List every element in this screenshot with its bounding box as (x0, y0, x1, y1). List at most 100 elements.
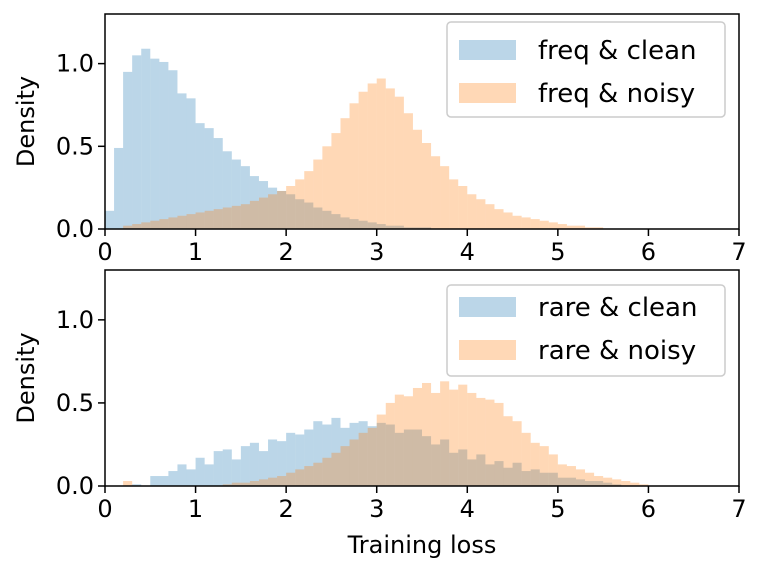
histogram-bar (249, 176, 259, 229)
histogram-bar (494, 209, 504, 229)
histogram-bar (177, 93, 187, 229)
histogram-bar (168, 471, 178, 486)
histogram-bar (222, 207, 232, 229)
histogram-bar (295, 469, 305, 486)
top-y-axis-label: Density (12, 76, 40, 167)
histogram-bar (286, 194, 296, 229)
histogram-bar (539, 446, 549, 486)
histogram-bar (530, 442, 540, 486)
histogram-bar (476, 454, 486, 486)
histogram-bar (123, 481, 133, 486)
histogram-bar (304, 429, 314, 486)
histogram-bar (240, 482, 250, 486)
histogram-bar (521, 471, 531, 486)
histogram-bar (258, 479, 269, 486)
histogram-bar (630, 482, 640, 486)
histogram-bar (431, 444, 441, 486)
histogram-bar (575, 479, 586, 486)
histogram-bar (141, 48, 151, 230)
histogram-bar (557, 477, 567, 486)
histogram-bar (603, 477, 613, 486)
histogram-bar (277, 476, 287, 486)
histogram-bar (222, 484, 232, 486)
histogram-bar (612, 479, 622, 486)
histogram-bar (213, 451, 223, 486)
histogram-bar (512, 215, 522, 229)
histogram-bar (385, 88, 395, 229)
histogram-bar (213, 209, 223, 229)
histogram-bar (150, 58, 160, 230)
histogram-bar (204, 128, 214, 229)
bottom-bars (123, 381, 649, 486)
histogram-bar (449, 179, 459, 229)
histogram-bar (566, 225, 576, 229)
histogram-bar (195, 123, 205, 229)
histogram-bar (512, 421, 522, 486)
histogram-bar (331, 133, 341, 229)
histogram-bar (277, 441, 287, 486)
histogram-bar (394, 96, 404, 229)
histogram-bar (503, 416, 513, 486)
histogram-bar (349, 219, 359, 229)
histogram-bar (231, 159, 241, 229)
histogram-bar (566, 477, 576, 486)
histogram-bar (376, 224, 386, 229)
histogram-bar (295, 199, 305, 229)
legend-label-rare-clean: rare & clean (538, 293, 697, 323)
histogram-bar (385, 225, 395, 229)
histogram-bar (159, 219, 169, 229)
x-tick-label: 2 (279, 495, 294, 523)
histogram-bar (304, 466, 314, 486)
histogram-bar (521, 217, 531, 229)
histogram-bar (512, 462, 522, 486)
histogram-bar (222, 449, 232, 486)
histogram-bar (449, 389, 459, 486)
histogram-bar (313, 159, 323, 229)
histogram-bar (231, 459, 241, 486)
histogram-bar (240, 166, 250, 229)
histogram-bar (503, 467, 513, 486)
bottom-y-axis-label: Density (12, 332, 40, 423)
x-tick-label: 4 (460, 495, 475, 523)
histogram-bar (639, 484, 649, 486)
histogram-bar (277, 190, 287, 229)
histogram-bar (231, 482, 241, 486)
legend-label-freq-clean: freq & clean (538, 36, 697, 66)
histogram-bar (548, 222, 558, 229)
histogram-bar (340, 427, 350, 486)
y-tick-label: 0.0 (56, 472, 94, 500)
x-tick-label: 3 (369, 495, 384, 523)
histogram-bar (467, 194, 477, 229)
histogram-bar (150, 220, 160, 229)
bottom-histogram-panel: 0 1 2 3 4 5 6 70.00.51.0 Density Training loss … (12, 269, 747, 559)
top-histogram-panel: 0 1 2 3 4 5 6 7 0.0 0.5 1.0 Density freq & clean f… (12, 13, 747, 266)
histogram-bar (268, 439, 278, 486)
histogram-bar (467, 459, 477, 486)
top-axes-frame (104, 13, 740, 230)
histogram-bar (367, 427, 377, 486)
histogram-bar (349, 422, 359, 486)
legend-swatch-rare-clean (459, 297, 516, 317)
histogram-bar (412, 429, 422, 486)
histogram-bar (286, 432, 296, 486)
histogram-bar (494, 402, 504, 486)
histogram-bar (340, 446, 350, 486)
histogram-bar (467, 392, 477, 486)
histogram-bar (313, 207, 323, 229)
histogram-bar (141, 222, 151, 229)
histogram-bar (304, 202, 314, 229)
histogram-bar (530, 219, 540, 229)
y-tick-label: 0.0 (56, 215, 94, 243)
histogram-bar (412, 227, 422, 229)
histogram-bar (585, 472, 595, 486)
histogram-bar (566, 466, 576, 486)
bottom-legend: rare & clean rare & noisy (446, 284, 726, 377)
histogram-bar (322, 146, 332, 229)
histogram-bar (422, 436, 432, 486)
histogram-bar (313, 421, 323, 486)
x-tick-label: 4 (460, 238, 475, 266)
histogram-bar (204, 464, 214, 486)
histogram-bar (476, 199, 486, 229)
histogram-bar (204, 210, 214, 229)
